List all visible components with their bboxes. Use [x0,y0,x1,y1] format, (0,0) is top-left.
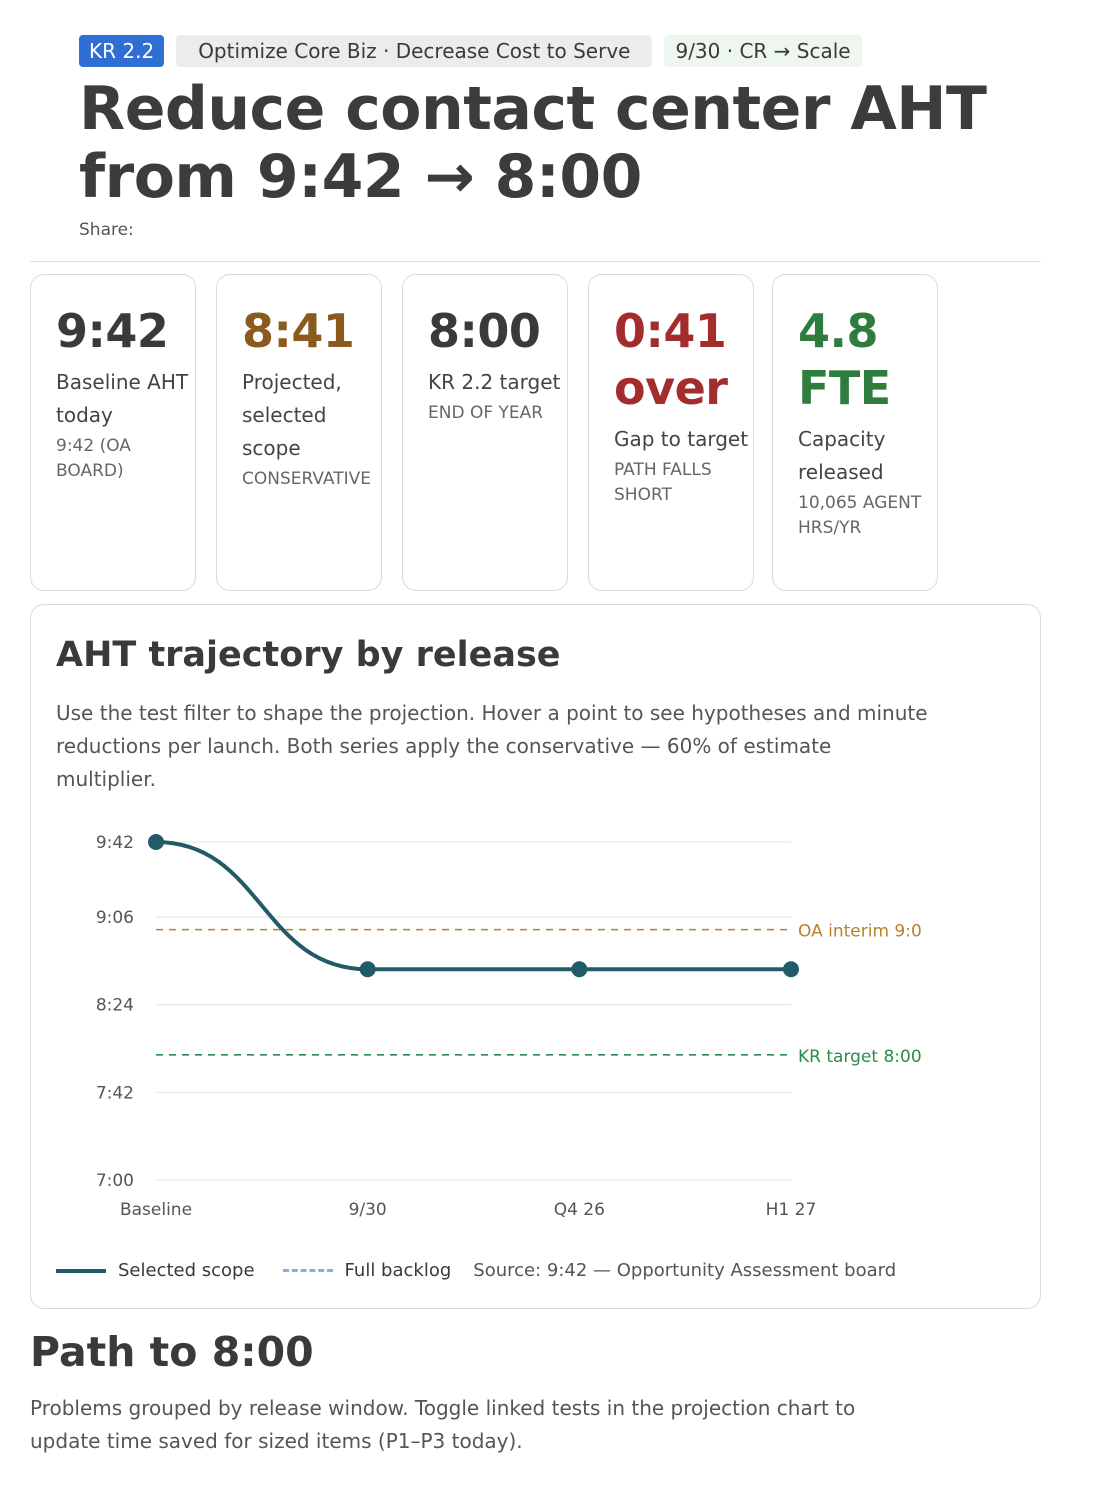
y-tick-label: 7:42 [96,1083,134,1103]
kpi-sub: Path falls short [614,460,712,505]
date-stage-tag: 9/30 · CR → Scale [664,35,862,67]
reference-line-label: OA interim 9:0 [798,922,922,942]
path-section-description: Problems grouped by release window. Togg… [30,1396,856,1453]
kpi-card-gap: 0:41 over Gap to target Path falls short [588,274,754,591]
y-tick-label: 7:00 [96,1171,134,1191]
kpi-value: 4.8 FTE [798,304,891,415]
kpi-sub: Conservative [242,469,372,489]
kpi-card-projected: 8:41 Projected, selected scope Conservat… [216,274,382,591]
kpi-label: Gap to target [614,427,749,451]
legend-label-full[interactable]: Full backlog [344,1260,452,1281]
data-point[interactable] [148,834,164,850]
kpi-value: 8:00 [428,304,541,358]
kpi-value: 9:42 [56,304,169,358]
kpi-label: Projected, selected scope [242,370,342,460]
kpi-card-capacity: 4.8 FTE Capacity released 10,065 agent h… [772,274,938,591]
legend-swatch-full [282,1269,333,1272]
chart-legend: Selected scope Full backlog Source: 9:42… [56,1260,896,1281]
kpi-sub: End of year [428,403,544,423]
x-tick-label: Baseline [120,1200,192,1220]
reference-line-label: KR target 8:00 [798,1047,922,1067]
data-point[interactable] [571,961,588,978]
legend-swatch-selected [56,1268,106,1273]
tag-row: KR 2.2 Optimize Core Biz · Decrease Cost… [79,35,1039,67]
data-point[interactable] [359,961,376,978]
title-line-2: from 9:42 → 8:00 [79,142,642,212]
kpi-card-target: 8:00 KR 2.2 target End of year [402,274,568,591]
aht-trajectory-card: AHT trajectory by release Use the test f… [30,604,1041,1309]
legend-label-selected[interactable]: Selected scope [118,1260,255,1281]
title-line-1: Reduce contact center AHT [79,74,987,144]
y-tick-label: 8:24 [96,996,134,1016]
x-tick-label: H1 27 [766,1200,817,1220]
chart-description: Use the test filter to shape the project… [56,701,928,791]
kpi-sub: 9:42 (OA board) [56,436,131,481]
share-label[interactable]: Share: [79,220,134,240]
x-tick-label: 9/30 [349,1200,387,1220]
data-point[interactable] [783,961,799,978]
x-tick-label: Q4 26 [554,1200,605,1220]
kpi-label: KR 2.2 target [428,370,561,394]
series-line-selected-scope [154,840,793,972]
kpi-sub: 10,065 agent hrs/yr [798,493,922,538]
y-tick-label: 9:06 [96,908,134,928]
kpi-value: 8:41 [242,304,355,358]
okr-header: KR 2.2 Optimize Core Biz · Decrease Cost… [79,35,1039,211]
kpi-label: Capacity released [798,427,886,484]
path-section-title: Path to 8:00 [30,1328,314,1376]
chart-source: Source: 9:42 — Opportunity Assessment bo… [473,1260,897,1281]
kpi-value: 0:41 over [614,304,728,415]
aht-line-chart: 9:42 9:06 8:24 7:42 7:00 Baseline 9/30 Q4 26 H1 … [96,833,922,1220]
page-title: Reduce contact center AHT from 9:42 → 8:… [79,75,1039,211]
chart-title: AHT trajectory by release [56,635,561,675]
objective-tag[interactable]: Optimize Core Biz · Decrease Cost to Ser… [176,35,653,67]
header-divider [30,261,1041,262]
kpi-card-baseline: 9:42 Baseline AHT today 9:42 (OA board) [30,274,196,591]
kpi-label: Baseline AHT today [56,370,189,427]
kr-badge[interactable]: KR 2.2 [79,35,165,67]
y-tick-label: 9:42 [96,833,134,853]
